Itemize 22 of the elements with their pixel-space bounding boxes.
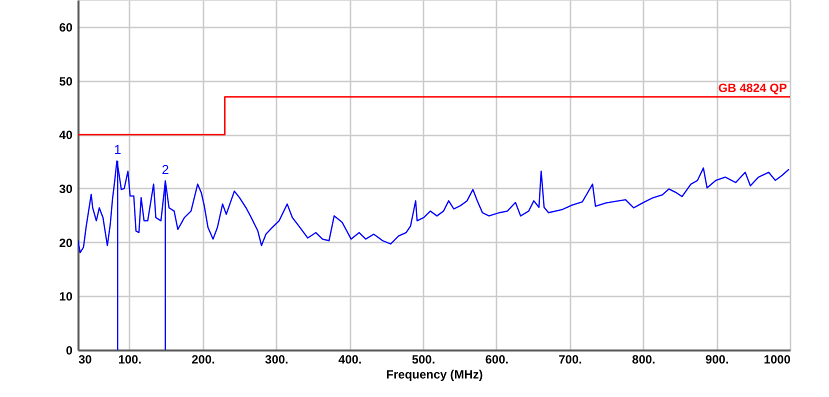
x-tick-label: 200. [192,352,215,366]
x-tick-label: 800. [632,352,656,366]
x-axis-title: Frequency (MHz) [386,368,483,382]
x-tick-label: 100. [118,352,142,366]
x-tick-label: 500. [412,352,436,366]
x-tick-label: 900. [705,352,729,366]
x-tick-label: 700. [558,352,582,366]
annotation: 2 [162,162,169,177]
y-tick-label: 10 [59,290,73,304]
x-tick-label: 1000 [764,352,791,366]
x-tick-label: 30 [78,352,92,366]
x-tick-label: 600. [485,352,509,366]
series-label: GB 4824 QP [718,80,787,95]
y-tick-label: 20 [59,236,73,250]
y-tick-label: 30 [59,182,73,196]
x-tick-label: 300. [265,352,288,366]
x-tick-label: 400. [338,352,362,366]
y-tick-label: 60 [59,20,73,34]
y-tick-label: 40 [59,128,73,142]
y-tick-label: 50 [59,74,73,88]
annotation: 1 [114,142,122,157]
y-tick-label: 0 [66,344,73,358]
